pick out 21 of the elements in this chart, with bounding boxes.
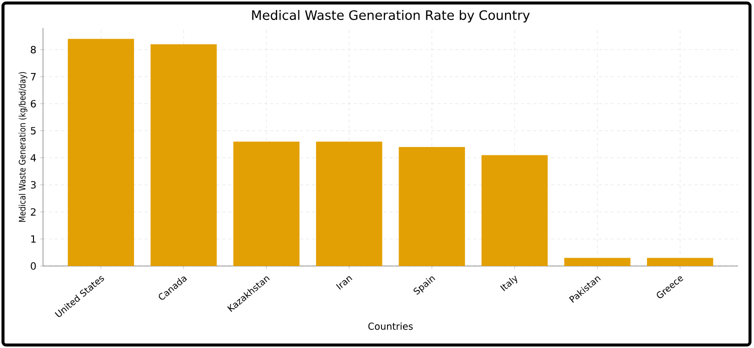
- bar: [68, 38, 134, 266]
- x-axis-title: Countries: [368, 322, 413, 330]
- y-tick-label: 0: [30, 262, 36, 270]
- bar: [646, 258, 714, 266]
- y-tick-label: 5: [30, 127, 36, 134]
- y-tick-label: 2: [30, 208, 36, 216]
- y-axis-title: Medical Waste Generation (kg/bed/day): [18, 72, 28, 222]
- bar: [233, 142, 300, 266]
- bar: [316, 142, 382, 266]
- bar: [482, 155, 548, 266]
- y-tick-label: 8: [30, 46, 36, 54]
- chart-title: Medical Waste Generation Rate by Country: [252, 10, 530, 23]
- bar: [398, 147, 465, 266]
- bar: [564, 258, 630, 266]
- y-tick-label: 7: [30, 73, 36, 80]
- x-tick-label: Iran: [336, 276, 352, 290]
- y-tick-label: 6: [30, 100, 36, 108]
- y-tick-label: 1: [31, 235, 36, 243]
- bar: [150, 44, 217, 266]
- y-tick-label: 3: [30, 181, 36, 189]
- y-tick-label: 4: [30, 154, 36, 162]
